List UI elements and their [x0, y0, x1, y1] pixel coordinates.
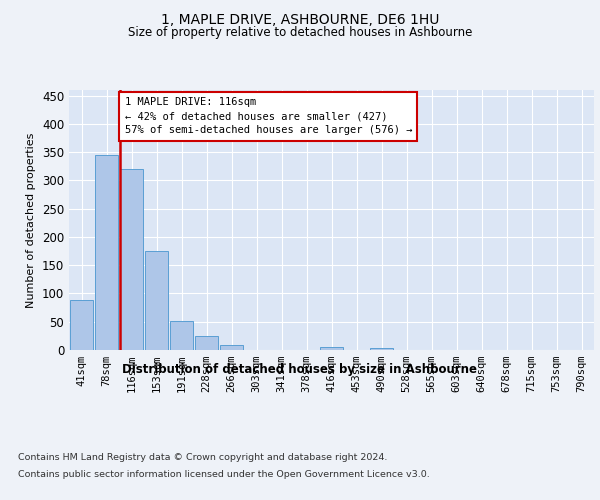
- Bar: [194, 336, 218, 350]
- Bar: [220, 346, 244, 350]
- Bar: [119, 169, 143, 350]
- Bar: [145, 251, 169, 350]
- Text: Contains public sector information licensed under the Open Government Licence v3: Contains public sector information licen…: [18, 470, 430, 479]
- Y-axis label: Number of detached properties: Number of detached properties: [26, 132, 37, 308]
- Text: Distribution of detached houses by size in Ashbourne: Distribution of detached houses by size …: [122, 362, 478, 376]
- Bar: [370, 348, 394, 350]
- Bar: [95, 155, 118, 350]
- Text: 1 MAPLE DRIVE: 116sqm
← 42% of detached houses are smaller (427)
57% of semi-det: 1 MAPLE DRIVE: 116sqm ← 42% of detached …: [125, 98, 412, 136]
- Bar: [70, 300, 94, 350]
- Text: Contains HM Land Registry data © Crown copyright and database right 2024.: Contains HM Land Registry data © Crown c…: [18, 452, 388, 462]
- Text: 1, MAPLE DRIVE, ASHBOURNE, DE6 1HU: 1, MAPLE DRIVE, ASHBOURNE, DE6 1HU: [161, 12, 439, 26]
- Bar: [320, 347, 343, 350]
- Text: Size of property relative to detached houses in Ashbourne: Size of property relative to detached ho…: [128, 26, 472, 39]
- Bar: [170, 320, 193, 350]
